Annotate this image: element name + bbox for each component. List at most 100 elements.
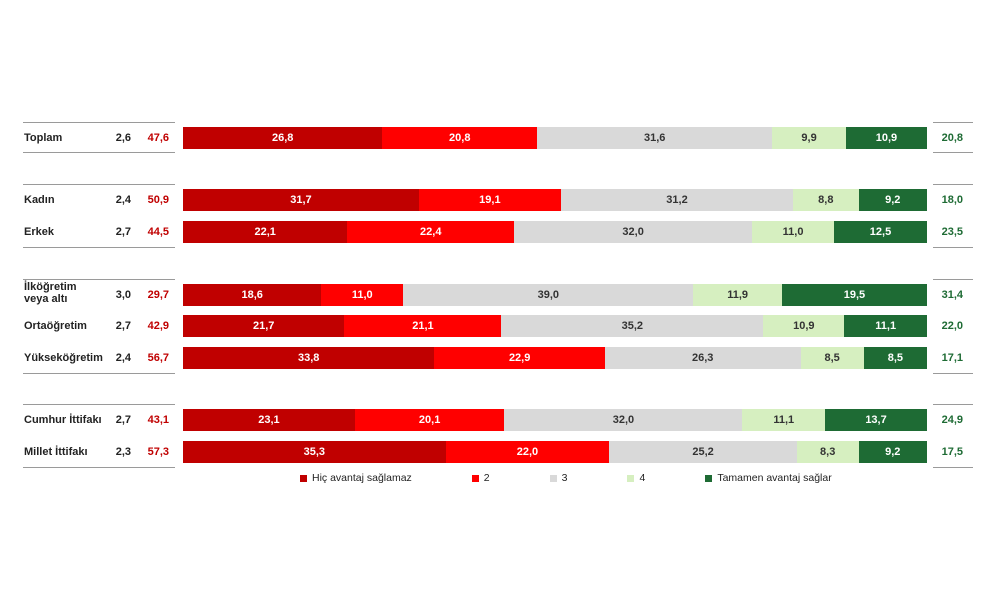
- bar-segment: 9,2: [858, 441, 927, 463]
- row-separator: [933, 152, 973, 153]
- bar-segment: 18,6: [183, 284, 322, 306]
- data-label: 26,8: [271, 132, 294, 144]
- row-positive-total: 24,9: [941, 414, 963, 426]
- data-label: 11,9: [727, 289, 749, 301]
- legend-item: Hiç avantaj sağlamaz: [300, 472, 412, 484]
- bar-segment: 22,0: [445, 441, 610, 463]
- legend-item: 3: [549, 472, 568, 484]
- legend-swatch: [300, 474, 307, 482]
- row-negative-total: 47,6: [147, 132, 169, 144]
- data-label: 19,1: [479, 194, 501, 206]
- data-label: 33,8: [298, 352, 320, 364]
- bar-segment: 35,2: [501, 315, 764, 337]
- bar-segment: 32,0: [514, 221, 753, 243]
- row-separator: [933, 404, 973, 405]
- row-separator: [933, 373, 973, 374]
- data-label: 22,1: [254, 226, 276, 238]
- data-label: 9,2: [885, 446, 901, 458]
- chart-legend: Hiç avantaj sağlamaz 2 3 4 Tamamen avant…: [300, 472, 892, 484]
- row-label: Toplam: [24, 132, 63, 144]
- row-mean: 2,6: [115, 132, 131, 144]
- row-separator: [23, 122, 175, 123]
- data-label: 35,2: [621, 320, 644, 332]
- row-negative-total: 50,9: [147, 194, 169, 206]
- row-label: Yükseköğretim: [24, 352, 103, 364]
- stacked-bar: 21,7 21,1 35,2 10,9 11,1: [183, 315, 927, 337]
- row-separator: [933, 184, 973, 185]
- row-positive-total: 22,0: [941, 320, 963, 332]
- data-label: 20,8: [449, 132, 471, 144]
- legend-label: 3: [561, 472, 568, 484]
- stacked-bar: 31,7 19,1 31,2 8,8 9,2: [183, 189, 927, 211]
- data-label: 11,0: [351, 289, 373, 301]
- bar-segment: 20,1: [354, 409, 505, 431]
- bar-segment: 11,0: [752, 221, 834, 243]
- row-separator: [23, 184, 175, 185]
- row-separator: [23, 467, 175, 468]
- row-positive-total: 17,5: [941, 446, 963, 458]
- bar-segment: 9,2: [858, 189, 927, 211]
- bar-segment: 23,1: [183, 409, 355, 431]
- data-label: 20,1: [418, 414, 441, 426]
- data-label: 12,5: [869, 226, 892, 238]
- bar-segment: 8,3: [796, 441, 859, 463]
- data-label: 39,0: [537, 289, 559, 301]
- legend-swatch: [705, 474, 713, 482]
- row-negative-total: 44,5: [147, 226, 169, 238]
- data-label: 21,1: [412, 320, 434, 332]
- bar-segment: 13,7: [825, 409, 927, 431]
- row-mean: 2,3: [115, 446, 131, 458]
- bar-segment: 31,6: [537, 127, 773, 149]
- row-label: Erkek: [24, 226, 54, 238]
- stacked-bar: 18,6 11,0 39,0 11,9 19,5: [183, 284, 927, 306]
- row-separator: [23, 279, 175, 280]
- bar-segment: 32,0: [504, 409, 743, 431]
- row-separator: [23, 247, 175, 248]
- bar-segment: 19,5: [781, 284, 927, 306]
- data-label: 8,5: [887, 352, 904, 364]
- row-label: İlköğretim veya altı: [24, 281, 77, 305]
- bar-segment: 10,9: [763, 315, 845, 337]
- data-label: 31,2: [666, 194, 688, 206]
- row-mean: 2,7: [115, 414, 131, 426]
- bar-segment: 8,5: [863, 347, 927, 369]
- bar-segment: 31,7: [183, 189, 419, 211]
- data-label: 23,1: [258, 414, 280, 426]
- legend-label: Tamamen avantaj sağlar: [717, 472, 832, 484]
- row-positive-total: 23,5: [941, 226, 963, 238]
- row-separator: [933, 279, 973, 280]
- data-label: 31,6: [643, 132, 666, 144]
- data-label: 32,0: [622, 226, 644, 238]
- legend-label: 4: [639, 472, 646, 484]
- row-negative-total: 57,3: [147, 446, 169, 458]
- bar-segment: 39,0: [403, 284, 694, 306]
- row-label: Millet İttifakı: [24, 446, 88, 458]
- bar-segment: 19,1: [418, 189, 561, 211]
- row-label: Kadın: [24, 194, 55, 206]
- stacked-bar: 35,3 22,0 25,2 8,3 9,2: [183, 441, 927, 463]
- row-separator: [23, 373, 175, 374]
- data-label: 10,9: [793, 320, 815, 332]
- bar-segment: 22,9: [434, 347, 605, 369]
- bar-segment: 8,8: [793, 189, 859, 211]
- bar-segment: 9,9: [772, 127, 846, 149]
- stacked-bar: 22,1 22,4 32,0 11,0 12,5: [183, 221, 927, 243]
- bar-segment: 10,9: [845, 127, 927, 149]
- data-label: 32,0: [612, 414, 635, 426]
- row-mean: 2,7: [115, 320, 131, 332]
- row-separator: [23, 152, 175, 153]
- row-negative-total: 42,9: [147, 320, 169, 332]
- bar-segment: 33,8: [183, 347, 435, 369]
- data-label: 9,2: [885, 194, 901, 206]
- row-positive-total: 31,4: [941, 289, 963, 301]
- legend-swatch: [549, 474, 557, 482]
- row-mean: 3,0: [115, 289, 131, 301]
- data-label: 21,7: [253, 320, 275, 332]
- row-positive-total: 17,1: [941, 352, 963, 364]
- data-label: 25,2: [692, 446, 714, 458]
- row-negative-total: 29,7: [147, 289, 169, 301]
- bar-segment: 11,0: [321, 284, 404, 306]
- bar-segment: 11,9: [693, 284, 782, 306]
- row-separator: [23, 404, 175, 405]
- data-label: 11,1: [875, 320, 897, 332]
